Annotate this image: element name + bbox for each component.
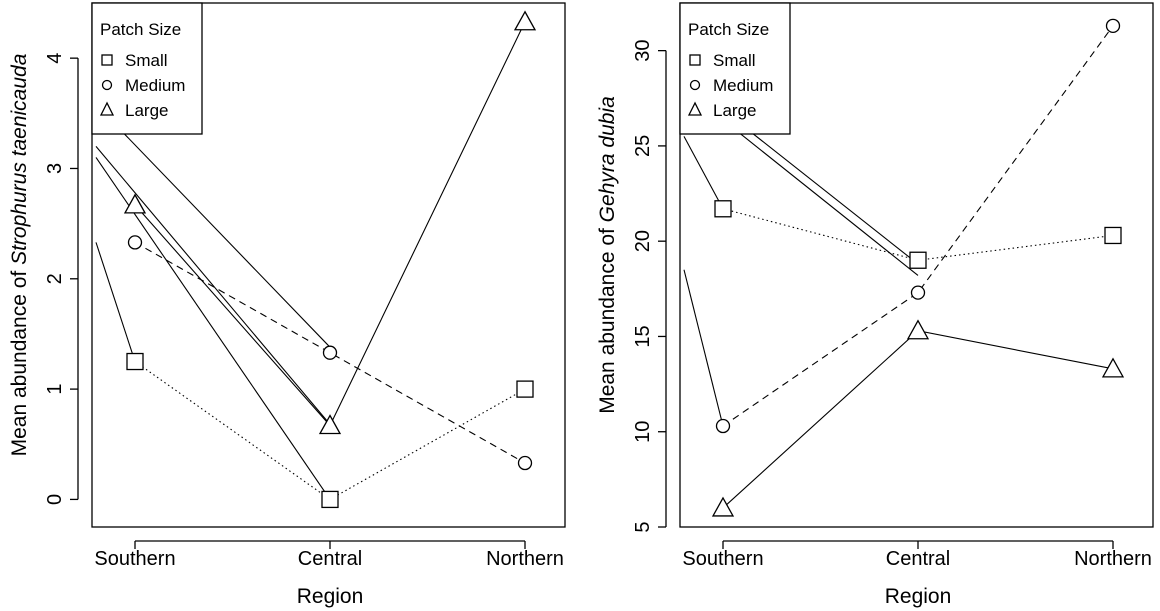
y-tick-label: 3 — [44, 163, 66, 174]
marker-circle-s1-p0 — [715, 418, 731, 434]
marker-square-s0-p2 — [1104, 226, 1122, 245]
x-tick-label: Northern — [486, 548, 564, 570]
x-tick-label: Southern — [94, 548, 175, 570]
extra-line — [683, 269, 724, 427]
y-tick-label: 30 — [632, 40, 654, 62]
legend-label-medium: Medium — [125, 76, 185, 95]
y-tick-label: 0 — [44, 494, 66, 505]
marker-circle-s1-p1 — [910, 285, 926, 300]
y-tick-label: 1 — [44, 384, 66, 395]
extra-line — [95, 146, 331, 425]
marker-triangle-s2-p1 — [318, 414, 342, 435]
marker-circle-s1-p2 — [517, 455, 533, 471]
x-tick-label: Northern — [1074, 548, 1152, 570]
plot-content — [95, 10, 537, 509]
y-axis-title: Mean abundance of Gehyra dubia — [596, 96, 619, 414]
legend-title: Patch Size — [688, 20, 769, 39]
legend-triangle-icon — [99, 101, 115, 116]
marker-triangle-s2-p1 — [906, 319, 930, 340]
marker-circle-s1-p1 — [322, 345, 338, 360]
extra-line — [95, 242, 136, 362]
y-axis-title: Mean abundance of Strophurus taenicauda — [8, 54, 31, 457]
legend-square-icon — [689, 54, 701, 66]
legend-triangle-icon — [687, 101, 703, 116]
legend-label-small: Small — [713, 51, 756, 70]
marker-triangle-s2-p0 — [711, 496, 735, 517]
y-axis-title-prefix: Mean abundance of — [8, 265, 31, 456]
marker-square-s0-p1 — [321, 490, 339, 509]
legend-label-large: Large — [125, 101, 168, 120]
legend-square-icon — [101, 54, 113, 66]
y-axis-title-prefix: Mean abundance of — [596, 222, 619, 413]
x-axis-title: Region — [297, 585, 364, 608]
marker-triangle-s2-p2 — [513, 10, 537, 31]
y-tick-label: 2 — [44, 273, 66, 284]
y-tick-label: 20 — [632, 230, 654, 252]
series-line-medium — [722, 25, 1114, 427]
y-tick-label: 25 — [632, 135, 654, 157]
legend-label-small: Small — [125, 51, 168, 70]
x-tick-label: Central — [298, 548, 362, 570]
legend: Patch Size Small Medium Large — [679, 2, 791, 135]
marker-triangle-s2-p2 — [1101, 357, 1125, 378]
legend-circle-icon — [101, 79, 113, 91]
marker-circle-s1-p2 — [1105, 18, 1121, 34]
y-tick-label: 15 — [632, 325, 654, 347]
plot-frame — [91, 2, 566, 528]
y-axis-title-species: Gehyra dubia — [596, 96, 619, 222]
legend-circle-icon — [689, 79, 701, 91]
marker-square-s0-p0 — [714, 200, 732, 218]
legend-box — [91, 2, 203, 135]
extra-line — [95, 104, 331, 348]
series-line-large — [722, 330, 1114, 509]
legend-label-large: Large — [713, 101, 756, 120]
marker-square-s0-p1 — [909, 251, 927, 269]
marker-square-s0-p0 — [126, 352, 144, 371]
y-tick-label: 5 — [632, 521, 654, 532]
plot-frame — [679, 2, 1154, 528]
extra-line — [683, 136, 724, 210]
marker-circle-s1-p0 — [127, 235, 143, 250]
panel-strophurus: 0 1 2 3 4 Southern Central Northern Region Mean a… — [8, 2, 566, 608]
y-tick-label: 10 — [632, 421, 654, 443]
x-axis-title: Region — [885, 585, 952, 608]
marker-square-s0-p2 — [516, 380, 534, 398]
panel-gehyra: 5 10 15 20 25 30 Southern Central Northern Region… — [596, 2, 1154, 608]
legend-title: Patch Size — [100, 20, 181, 39]
legend-label-medium: Medium — [713, 76, 773, 95]
extra-line — [95, 157, 331, 500]
marker-triangle-s2-p0 — [123, 193, 147, 214]
x-tick-label: Southern — [682, 548, 763, 570]
legend: Patch Size Small Medium Large — [91, 2, 203, 135]
y-tick-label: 4 — [44, 53, 66, 64]
y-axis-title-species: Strophurus taenicauda — [8, 54, 31, 265]
x-tick-label: Central — [886, 548, 950, 570]
